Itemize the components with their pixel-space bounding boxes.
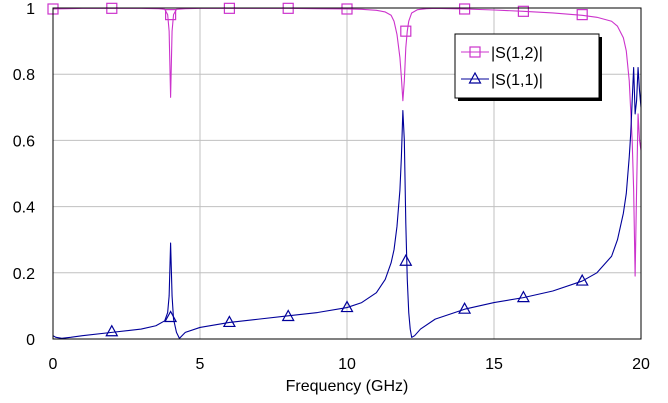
y-tick-label: 1	[26, 1, 35, 18]
data-point-s12	[576, 9, 588, 21]
data-point-s12	[400, 25, 412, 37]
data-point-s12	[459, 3, 471, 15]
data-point-s11	[516, 290, 530, 303]
legend-label-s11: |S(1,1)|	[491, 72, 543, 89]
data-point-s11	[222, 315, 236, 328]
data-point-s11	[164, 310, 178, 323]
y-tick-label: 0.4	[13, 200, 35, 217]
plot-frame	[52, 7, 642, 340]
series-line-s11	[52, 67, 642, 339]
data-point-s11	[340, 300, 354, 313]
series-line-s12	[52, 7, 642, 277]
legend-box	[454, 33, 600, 99]
data-point-s12	[517, 5, 530, 17]
x-axis-label: Frequency (GHz)	[286, 378, 409, 395]
x-tick-label: 0	[49, 356, 58, 373]
data-point-s12	[165, 9, 177, 21]
data-point-s11	[575, 273, 589, 286]
legend-marker-s12	[469, 46, 481, 58]
data-point-s11	[458, 301, 472, 314]
tick-labels: 0 5 10 15 20 0 0.2 0.4 0.6 0.8 1	[13, 1, 650, 373]
y-tick-label: 0.8	[13, 67, 35, 84]
x-tick-label: 10	[338, 356, 356, 373]
y-tick-label: 0	[26, 332, 35, 349]
data-point-s12	[341, 3, 353, 15]
legend-marker-s11	[468, 71, 482, 84]
series-s11	[52, 67, 642, 339]
y-tick-label: 0.6	[13, 133, 35, 150]
series-layer	[47, 2, 642, 339]
y-tick-label: 0.2	[13, 266, 35, 283]
legend-label-s12: |S(1,2)|	[491, 45, 543, 62]
x-tick-label: 20	[632, 356, 650, 373]
data-point-s11	[281, 309, 295, 322]
legend: |S(1,2)| |S(1,1)|	[454, 33, 602, 101]
data-point-s11	[105, 324, 119, 337]
data-point-s11	[399, 253, 413, 266]
x-tick-label: 5	[196, 356, 205, 373]
x-tick-label: 15	[485, 356, 503, 373]
